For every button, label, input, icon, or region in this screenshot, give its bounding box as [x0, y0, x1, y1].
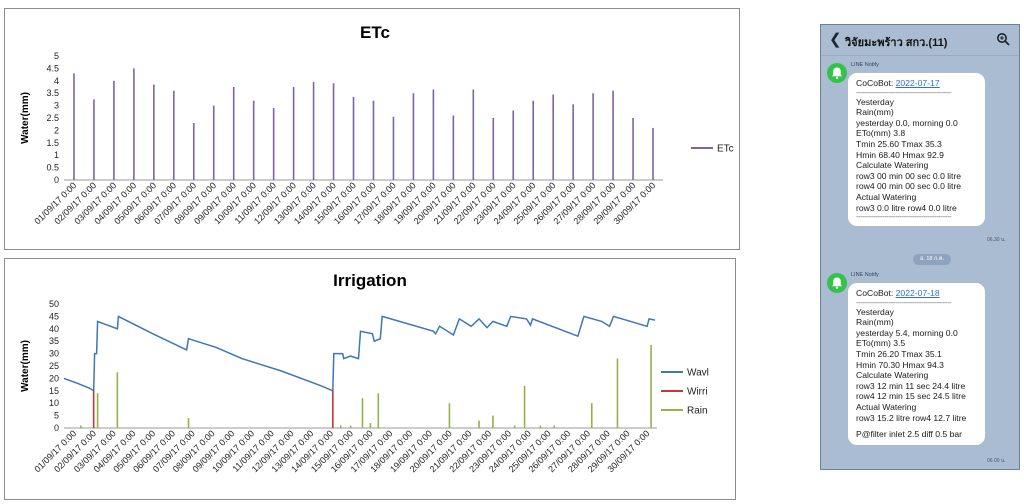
- y-tick-label: 1: [54, 150, 59, 160]
- message-date-link[interactable]: 2022-07-18: [895, 288, 940, 298]
- separator: ----------------------------------------…: [856, 213, 952, 222]
- etc-chart-panel: ETc Water(mm) 0 0.5 1 1.5 2 2.5 3 3.5 4 4.5 5 01/09/1…: [4, 8, 740, 250]
- y-tick-label: 0: [54, 423, 59, 433]
- message-line: row3 12 min 11 sec 24.4 litre: [856, 380, 966, 391]
- message-time: 06.00 น.: [987, 458, 1006, 464]
- y-tick-label: 15: [49, 386, 59, 396]
- bell-icon: [831, 67, 843, 79]
- irrigation-chart: IrrigationWater(mm)051015202530354045500…: [20, 271, 709, 474]
- legend-label: Wavl: [687, 368, 709, 379]
- message-line: row3 15.2 litre row4 12.7 litre: [856, 412, 967, 423]
- message-line: row3 0.0 litre row4 0.0 litre: [856, 202, 957, 213]
- message-bubble: CoCoBot: 2022-07-17 --------------------…: [848, 73, 985, 227]
- message-header: CoCoBot: 2022-07-17: [856, 78, 979, 89]
- y-tick-label: 4.5: [46, 63, 59, 73]
- message-line: yesterday 5.4, morning 0.0: [856, 327, 958, 338]
- message-line: Calculate Watering: [856, 160, 929, 171]
- y-tick-label: 0.5: [46, 163, 59, 173]
- y-tick-label: 30: [49, 349, 59, 359]
- y-axis-label: Water(mm): [20, 340, 31, 392]
- y-tick-label: 25: [49, 361, 59, 371]
- separator: ----------------------------------------…: [856, 88, 952, 97]
- date-divider: อ. 18 ก.ค.: [913, 254, 951, 265]
- message-line: ETo(mm) 3.5: [856, 338, 906, 349]
- message-line: Actual Watering: [856, 191, 917, 202]
- chat-header: ❮ วิจัยมะพร้าว สกว.(11): [821, 25, 1019, 56]
- y-tick-label: 3: [54, 101, 59, 111]
- legend-label: Rain: [687, 406, 708, 417]
- message-line: P@filter inlet 2.5 diff 0.5 bar: [856, 429, 963, 440]
- chevron-left-icon[interactable]: ❮: [829, 31, 842, 48]
- y-tick-label: 10: [49, 398, 59, 408]
- message-line: row3 00 min 00 sec 0.0 litre: [856, 170, 962, 181]
- y-tick-label: 2: [54, 125, 59, 135]
- message-line: Tmin 26.20 Tmax 35.1: [856, 348, 942, 359]
- chat-title: วิจัยมะพร้าว สกว.(11): [845, 37, 948, 49]
- message-prefix: CoCoBot:: [856, 78, 896, 88]
- legend-label: ETc: [717, 144, 734, 155]
- message-line: Hmin 70.30 Hmax 94.3: [856, 359, 944, 370]
- message-prefix: CoCoBot:: [856, 288, 896, 298]
- bot-avatar[interactable]: [827, 63, 847, 83]
- y-tick-label: 1.5: [46, 138, 59, 148]
- chart-title: ETc: [360, 23, 390, 42]
- message-line: Actual Watering: [856, 401, 917, 412]
- message-time: 06.30 น.: [987, 237, 1006, 243]
- sender-name: LINE Notify: [851, 272, 879, 278]
- separator: ----------------------------------------…: [856, 298, 952, 307]
- message-line: Yesterday: [856, 306, 894, 317]
- series-line: [63, 315, 656, 393]
- y-tick-label: 5: [54, 51, 59, 61]
- message-bubble: CoCoBot: 2022-07-18 --------------------…: [848, 283, 985, 445]
- y-tick-label: 4: [54, 76, 59, 86]
- legend-label: Wirri: [687, 387, 708, 398]
- y-tick-label: 5: [54, 411, 59, 421]
- message-line: row4 00 min 00 sec 0.0 litre: [856, 181, 962, 192]
- message-line: row4 12 min 15 sec 24.5 litre: [856, 391, 966, 402]
- sender-name: LINE Notify: [851, 62, 879, 68]
- y-tick-label: 2.5: [46, 113, 59, 123]
- message-line: ETo(mm) 3.8: [856, 128, 906, 139]
- search-icon[interactable]: [996, 32, 1010, 46]
- line-chat-screenshot: ❮ วิจัยมะพร้าว สกว.(11) LINE Notify CoCo…: [820, 24, 1020, 470]
- y-tick-label: 20: [49, 373, 59, 383]
- bot-avatar[interactable]: [827, 273, 847, 293]
- y-tick-label: 50: [49, 299, 59, 309]
- chart-title: Irrigation: [333, 271, 407, 290]
- irrigation-chart-panel: Irrigation Water(mm) 0 5 10 15 20 25 30 35 40 45 50 0…: [4, 258, 736, 500]
- y-axis-label: Water(mm): [20, 92, 31, 144]
- message-line: Rain(mm): [856, 107, 894, 118]
- y-tick-label: 3.5: [46, 88, 59, 98]
- message-date-link[interactable]: 2022-07-17: [895, 78, 940, 88]
- message-line: Rain(mm): [856, 317, 894, 328]
- y-tick-label: 45: [49, 311, 59, 321]
- message-line: yesterday 0.0, morning 0.0: [856, 117, 958, 128]
- message-line: Yesterday: [856, 96, 894, 107]
- message-header: CoCoBot: 2022-07-18: [856, 288, 979, 299]
- bell-icon: [831, 277, 843, 289]
- message-line: Tmin 25.60 Tmax 35.3: [856, 138, 942, 149]
- message-line: Calculate Watering: [856, 370, 929, 381]
- etc-chart: ETcWater(mm)00.511.522.533.544.5501/09/1…: [20, 23, 734, 226]
- y-tick-label: 0: [54, 175, 59, 185]
- message-line: Hmin 68.40 Hmax 92.9: [856, 149, 944, 160]
- y-tick-label: 40: [49, 324, 59, 334]
- y-tick-label: 35: [49, 336, 59, 346]
